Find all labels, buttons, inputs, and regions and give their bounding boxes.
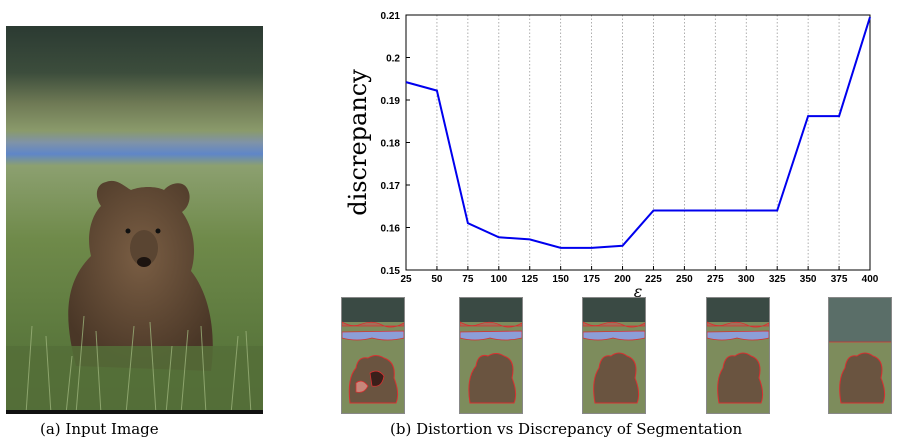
x-tick-label: 25 (400, 274, 412, 285)
x-tick-label: 175 (583, 274, 600, 285)
x-tick-label: 300 (738, 274, 755, 285)
y-tick-label: 0.19 (381, 96, 401, 107)
x-tick-label: 200 (614, 274, 631, 285)
x-tick-label: 275 (707, 274, 724, 285)
x-tick-label: 325 (769, 274, 786, 285)
segmentation-thumbnail-1 (341, 297, 405, 414)
y-tick-label: 0.16 (381, 224, 401, 235)
x-tick-label: 75 (462, 274, 474, 285)
x-tick-label: 125 (521, 274, 538, 285)
x-tick-label: 50 (431, 274, 443, 285)
y-tick-label: 0.2 (386, 54, 400, 65)
segmentation-thumbnail-2 (459, 297, 523, 414)
y-tick-label: 0.17 (381, 181, 401, 192)
caption-b: (b) Distortion vs Discrepancy of Segment… (390, 420, 743, 438)
grid (436, 15, 840, 270)
x-tick-label: 100 (490, 274, 507, 285)
x-tick-label: 350 (800, 274, 817, 285)
series-line (405, 16, 871, 249)
segmentation-thumbnail-3 (582, 297, 646, 414)
x-axis-label: ε (634, 282, 643, 300)
x-tick-label: 375 (831, 274, 848, 285)
segmentation-thumbnail-5 (828, 297, 892, 414)
y-axis-label: discrepancy (344, 69, 372, 216)
x-tick-label: 400 (862, 274, 879, 285)
caption-a: (a) Input Image (40, 420, 159, 438)
y-tick-label: 0.18 (381, 139, 401, 150)
segmentation-thumbnail-4 (706, 297, 770, 414)
y-tick-label: 0.15 (381, 266, 401, 277)
x-tick-label: 150 (552, 274, 569, 285)
axis-ticks: 25 50 75 100 125 150 175 200 225 250 275 300 325 350 3… (381, 11, 879, 285)
x-tick-label: 225 (645, 274, 662, 285)
y-tick-label: 0.21 (381, 11, 401, 22)
discrepancy-chart: 25 50 75 100 125 150 175 200 225 250 275 300 325 350 3… (344, 11, 879, 300)
input-image (6, 26, 263, 414)
x-tick-label: 250 (676, 274, 693, 285)
